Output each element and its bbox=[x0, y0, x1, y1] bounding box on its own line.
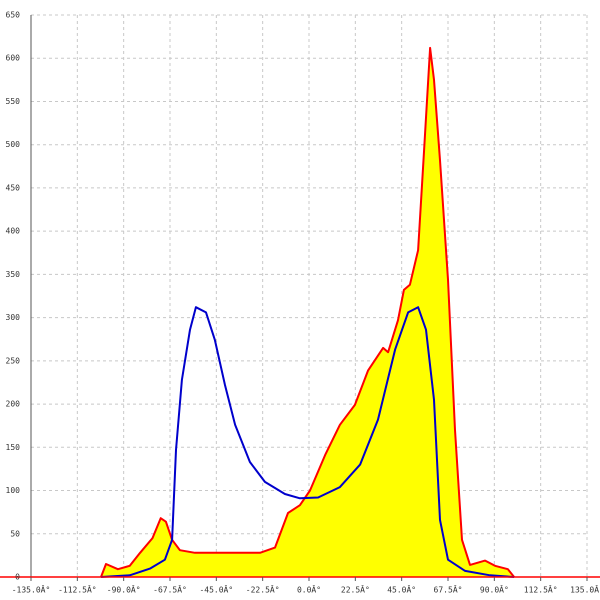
x-tick-label: -22.5Â° bbox=[246, 584, 280, 595]
line bbox=[100, 306, 515, 578]
area-fill bbox=[101, 47, 515, 577]
y-tick-label: 0 bbox=[15, 573, 20, 582]
y-tick-label: 100 bbox=[6, 486, 21, 495]
y-tick-label: 400 bbox=[6, 227, 21, 236]
x-tick-label: -67.5Â° bbox=[153, 584, 187, 595]
y-tick-label: 500 bbox=[6, 140, 21, 149]
x-tick-label: 0.0Â° bbox=[297, 584, 321, 595]
y-tick-label: 550 bbox=[6, 97, 21, 106]
x-tick-label: 45.0Â° bbox=[387, 584, 416, 595]
x-tick-label: 67.5Â° bbox=[434, 584, 463, 595]
y-tick-label: 50 bbox=[10, 529, 20, 538]
x-tick-label: -135.0Â° bbox=[12, 584, 51, 595]
tick-labels: 0 50 100 150 200 250 300 350 400 450 500 550 600 650 -… bbox=[6, 11, 600, 595]
y-tick-label: 350 bbox=[6, 270, 21, 279]
y-tick-label: 600 bbox=[6, 54, 21, 63]
x-tick-label: -45.0Â° bbox=[199, 584, 233, 595]
y-tick-label: 450 bbox=[6, 183, 21, 192]
x-tick-label: 135.0Â° bbox=[570, 584, 600, 595]
line bbox=[100, 46, 515, 578]
x-tick-label: -112.5Â° bbox=[58, 584, 97, 595]
y-tick-label: 300 bbox=[6, 313, 21, 322]
x-tick-label: 90.0Â° bbox=[480, 584, 509, 595]
plot-area bbox=[100, 46, 515, 578]
x-tick-label: -90.0Â° bbox=[107, 584, 141, 595]
y-tick-label: 650 bbox=[6, 11, 21, 20]
y-tick-label: 150 bbox=[6, 443, 21, 452]
x-tick-label: 22.5Â° bbox=[341, 584, 370, 595]
y-tick-label: 250 bbox=[6, 356, 21, 365]
x-tick-label: 112.5Â° bbox=[524, 584, 558, 595]
y-tick-label: 200 bbox=[6, 400, 21, 409]
